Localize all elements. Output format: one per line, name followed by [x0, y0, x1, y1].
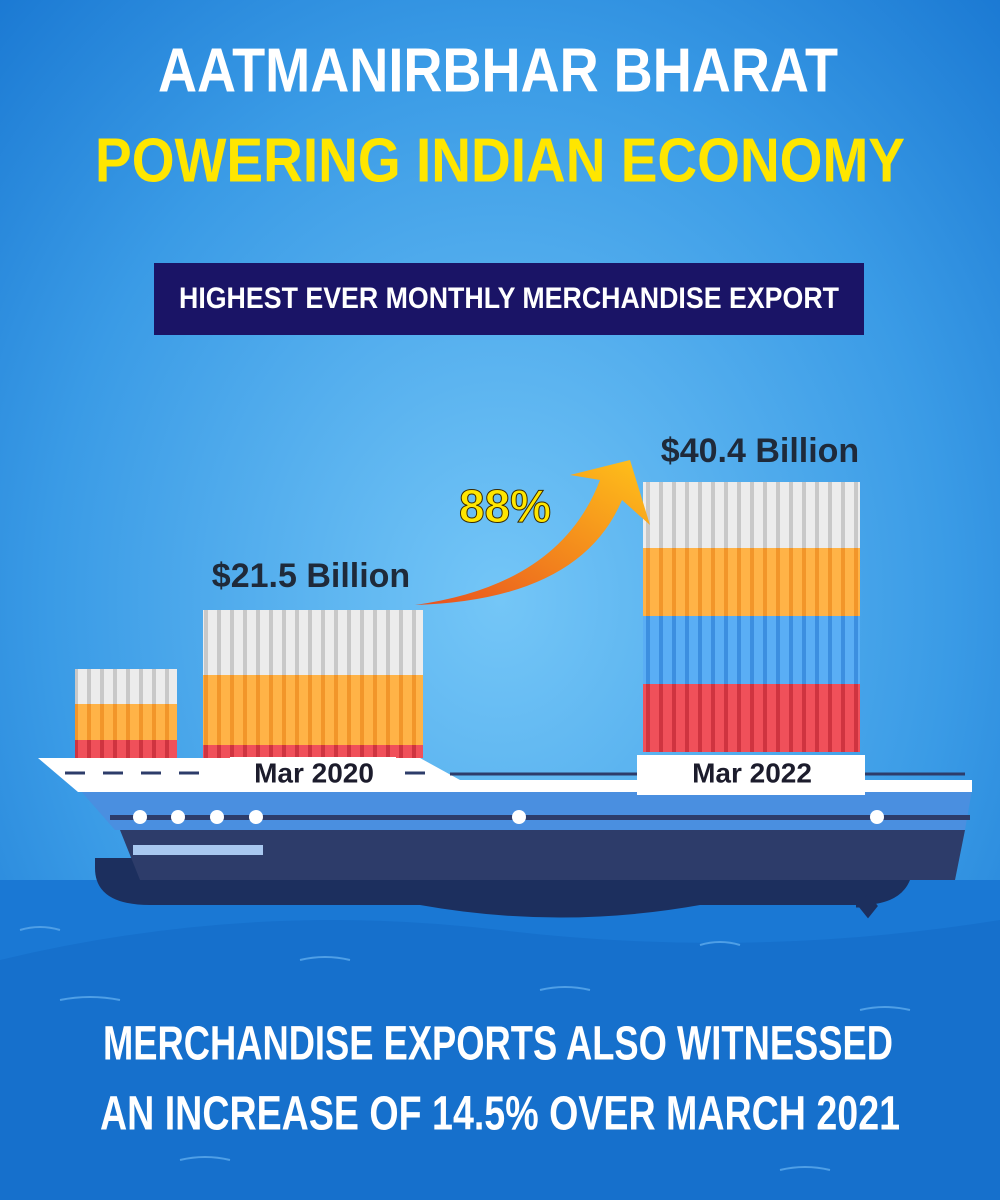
container: [75, 669, 177, 704]
label-box: [637, 755, 865, 795]
footer-line: MERCHANDISE EXPORTS ALSO WITNESSED: [103, 1018, 893, 1071]
growth-arrow: [415, 460, 650, 605]
label-box: [230, 757, 396, 791]
water-shade: [0, 920, 1000, 1200]
container: [203, 675, 423, 745]
portholes: [133, 810, 884, 824]
growth-value: 88%: [459, 480, 551, 532]
export-value: $21.5 Billion: [212, 557, 410, 595]
container: [643, 548, 860, 616]
hull-window: [133, 845, 263, 855]
export-value: $40.4 Billion: [661, 432, 859, 470]
banner: [154, 263, 864, 335]
waves: [19, 926, 911, 1171]
hull-stripe: [110, 815, 970, 820]
container: [75, 740, 177, 758]
export-label: Mar 2020: [254, 757, 374, 788]
container: [75, 704, 177, 740]
export-label: Mar 2022: [692, 757, 812, 788]
container: [643, 684, 860, 752]
subtitle: POWERING INDIAN ECONOMY: [95, 126, 905, 195]
title: AATMANIRBHAR BHARAT: [158, 36, 838, 105]
container: [203, 745, 423, 758]
hull-blue: [80, 790, 972, 830]
banner-text: HIGHEST EVER MONTHLY MERCHANDISE EXPORT: [179, 282, 839, 315]
container: [643, 482, 860, 548]
container: [203, 610, 423, 675]
footer-line: AN INCREASE OF 14.5% OVER MARCH 2021: [100, 1088, 900, 1141]
propeller: [856, 893, 878, 919]
hull-band: [120, 830, 965, 880]
container: [643, 616, 860, 684]
